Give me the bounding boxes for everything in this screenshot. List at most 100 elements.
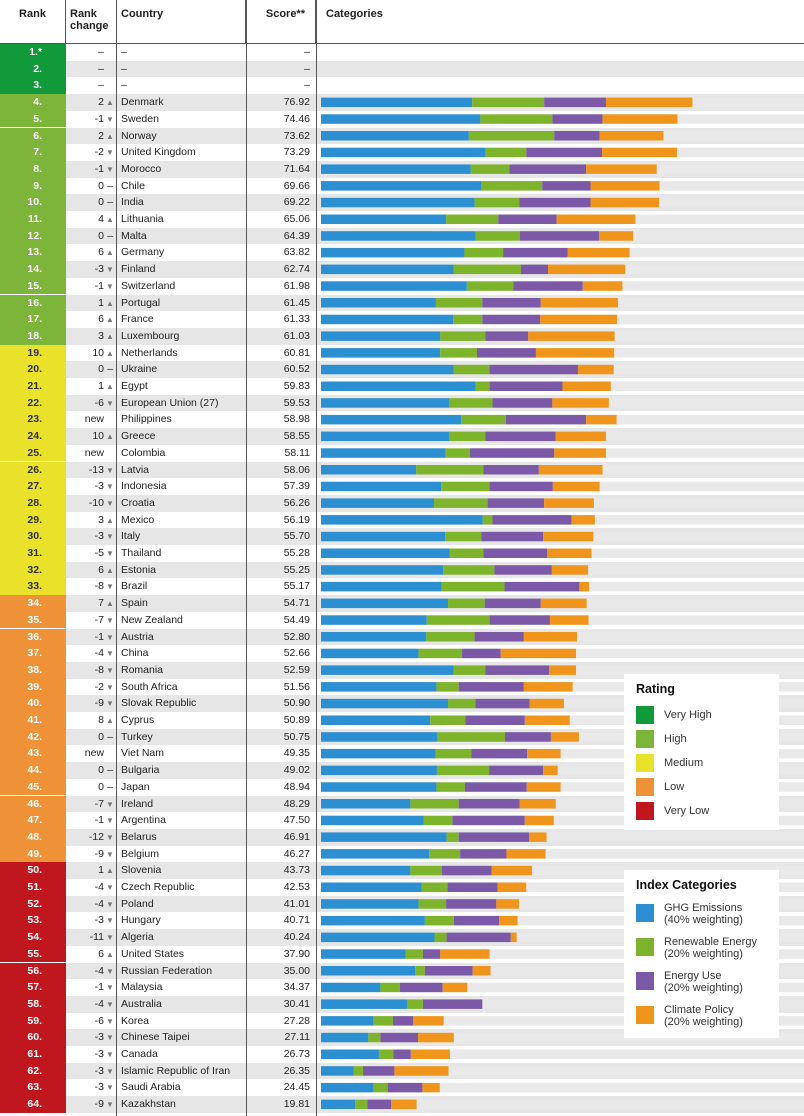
bar-segment-renewable-energy xyxy=(449,431,486,442)
rank-cell: 19. xyxy=(0,344,66,362)
bar-segment-ghg-emissions xyxy=(321,815,424,826)
up-arrow-icon: ▲ xyxy=(106,348,114,358)
rank-change-cell: -4 ▼ xyxy=(66,896,116,914)
country-cell: Poland xyxy=(121,897,154,910)
score-cell: 61.45 xyxy=(283,296,310,309)
down-arrow-icon: ▼ xyxy=(106,916,114,926)
rank-cell: 12. xyxy=(0,227,66,245)
bar-segment-climate-policy xyxy=(562,381,611,391)
rank-cell: 7. xyxy=(0,144,66,161)
rank-change-cell: -10 ▼ xyxy=(66,495,116,513)
bar-segment-ghg-emissions xyxy=(321,281,467,291)
bar-segment-climate-policy xyxy=(524,715,570,725)
table-row: 31. -5 ▼ Thailand 55.28 xyxy=(0,545,804,562)
bar-segment-energy-use xyxy=(552,114,603,124)
bar-segment-renewable-energy xyxy=(416,465,484,475)
bar-segment-energy-use xyxy=(422,949,441,959)
bar-segment-energy-use xyxy=(462,648,501,659)
country-cell: China xyxy=(121,647,149,660)
bar-segment-ghg-emissions xyxy=(321,448,446,458)
rank-change-cell: – xyxy=(66,61,116,78)
rank-change-value: 2 xyxy=(98,129,104,142)
bar-segment-energy-use xyxy=(465,715,525,725)
bar-segment-climate-policy xyxy=(548,264,626,275)
country-cell: Lithuania xyxy=(121,213,164,225)
bar-segment-renewable-energy xyxy=(424,915,454,926)
score-cell: 41.01 xyxy=(283,897,310,910)
rank-change-cell: -9 ▼ xyxy=(66,846,116,864)
rank-change-cell: 1 ▲ xyxy=(66,295,116,313)
down-arrow-icon: ▼ xyxy=(106,665,114,675)
rank-cell: 14. xyxy=(0,261,66,278)
bar-segment-climate-policy xyxy=(540,598,587,609)
country-cell: Ukraine xyxy=(121,363,158,376)
bar-segment-renewable-energy xyxy=(437,732,506,742)
category-legend-name: Renewable Energy xyxy=(664,936,757,948)
rank-change-cell: 6 ▲ xyxy=(66,562,116,580)
rank-cell: 58. xyxy=(0,995,66,1013)
score-cell: 40.24 xyxy=(283,931,310,944)
bar-segment-climate-policy xyxy=(552,481,600,492)
score-cell: 50.89 xyxy=(283,714,310,726)
country-cell: Slovak Republic xyxy=(121,697,197,710)
bar-remainder xyxy=(677,114,804,124)
table-row: 49. -9 ▼ Belgium 46.27 xyxy=(0,845,804,864)
index-categories-legend: Index Categories GHG Emissions (40% weigh… xyxy=(624,870,779,1038)
bar-segment-ghg-emissions xyxy=(321,314,454,325)
bar-segment-climate-policy xyxy=(556,214,636,224)
rank-change-cell: 3 ▲ xyxy=(66,512,116,530)
rank-change-cell: -3 ▼ xyxy=(66,1079,116,1097)
bar-segment-renewable-energy xyxy=(453,314,483,325)
bar-segment-ghg-emissions xyxy=(321,331,441,341)
category-legend-name: Climate Policy xyxy=(664,1004,734,1016)
rank-change-cell: 0– xyxy=(66,779,116,796)
table-row: 23. new Philippines 58.98 xyxy=(0,411,804,429)
bar-segment-renewable-energy xyxy=(415,966,425,976)
bar-segment-renewable-energy xyxy=(440,331,486,341)
bar-segment-energy-use xyxy=(474,632,524,642)
score-cell: 58.55 xyxy=(283,430,310,443)
bar-segment-renewable-energy xyxy=(378,1049,394,1059)
bar-segment-renewable-energy xyxy=(373,1016,393,1026)
rank-change-cell: 3 ▲ xyxy=(66,328,116,346)
country-cell: Portugal xyxy=(121,296,161,309)
bar-segment-ghg-emissions xyxy=(321,598,449,609)
bar-segment-renewable-energy xyxy=(434,498,488,508)
country-cell: Malta xyxy=(121,229,147,242)
rating-swatch xyxy=(636,802,654,820)
rank-change-value: 0 xyxy=(98,730,104,743)
country-cell: Hungary xyxy=(121,914,161,927)
bar-segment-energy-use xyxy=(526,147,603,158)
country-cell: Kazakhstan xyxy=(121,1098,176,1111)
rank-cell: 15. xyxy=(0,277,66,295)
rank-change-value: -1 xyxy=(94,630,104,643)
bar-segment-renewable-energy xyxy=(426,632,475,642)
down-arrow-icon: ▼ xyxy=(106,649,114,659)
bar-segment-climate-policy xyxy=(579,581,590,592)
country-cell: Netherlands xyxy=(121,346,178,359)
score-cell: 76.92 xyxy=(283,96,310,109)
bar-segment-ghg-emissions xyxy=(321,548,450,558)
rank-cell: 28. xyxy=(0,494,66,512)
bar-segment-climate-policy xyxy=(529,698,564,709)
bar-segment-ghg-emissions xyxy=(321,498,435,508)
rank-change-value: 6 xyxy=(98,246,104,259)
bar-segment-ghg-emissions xyxy=(321,865,411,876)
rank-change-value: -7 xyxy=(94,613,104,626)
rank-cell: 63. xyxy=(0,1079,66,1097)
country-cell: Canada xyxy=(121,1048,158,1060)
country-cell: Saudi Arabia xyxy=(121,1081,181,1094)
no-change-icon: – xyxy=(107,363,113,376)
bar-remainder xyxy=(605,431,804,442)
rank-cell: 42. xyxy=(0,728,66,746)
column-divider xyxy=(116,0,117,1116)
bar-segment-ghg-emissions xyxy=(321,698,449,709)
bar-segment-climate-policy xyxy=(440,949,490,959)
category-legend-item: Climate Policy (20% weighting) xyxy=(636,1004,767,1028)
bar-segment-renewable-energy xyxy=(373,1082,388,1093)
up-arrow-icon: ▲ xyxy=(106,565,114,575)
bar-segment-climate-policy xyxy=(519,799,556,809)
bar-segment-renewable-energy xyxy=(482,515,493,525)
bar-remainder xyxy=(439,1082,804,1093)
bar-segment-climate-policy xyxy=(590,197,660,208)
